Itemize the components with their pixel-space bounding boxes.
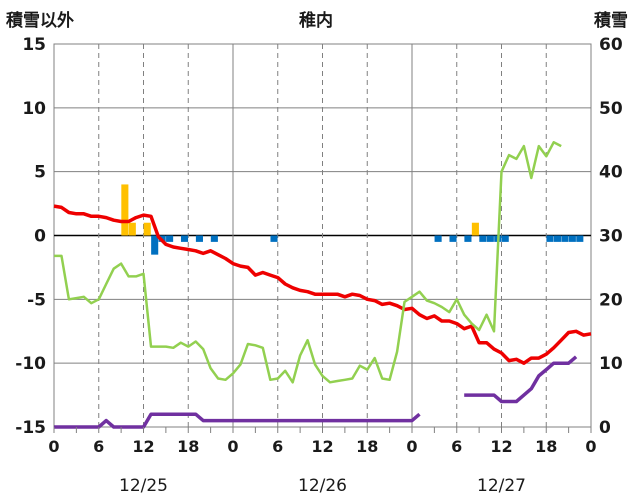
left-tick-label: 15 <box>22 35 46 55</box>
series-line <box>54 412 421 429</box>
bar <box>464 235 472 242</box>
left-tick-label: 10 <box>22 99 46 119</box>
x-tick-label: 0 <box>48 437 59 456</box>
left-tick-label: -5 <box>27 290 46 310</box>
bar <box>210 235 218 242</box>
bar <box>128 222 136 236</box>
left-tick-label: 0 <box>34 227 46 247</box>
right-tick-label: 10 <box>599 354 623 374</box>
chart-title: 稚内 <box>299 10 333 31</box>
x-tick-label: 0 <box>406 437 417 456</box>
x-tick-label: 6 <box>451 437 462 456</box>
series-line <box>53 204 592 365</box>
left-tick-label: -15 <box>15 418 46 438</box>
bar <box>471 222 479 236</box>
bar <box>479 235 487 242</box>
right-tick-label: 0 <box>599 418 611 438</box>
x-tick-label: 6 <box>93 437 104 456</box>
right-axis-title: 積雪 <box>594 10 628 31</box>
series-line <box>54 141 562 384</box>
x-tick-label: 18 <box>356 437 378 456</box>
bar <box>576 235 584 242</box>
date-label: 12/27 <box>477 476 526 496</box>
x-tick-label: 6 <box>272 437 283 456</box>
bars <box>121 184 584 255</box>
x-tick-label: 18 <box>177 437 199 456</box>
left-tick-label: 5 <box>34 163 46 183</box>
left-tick-label: -10 <box>15 354 46 374</box>
x-tick-label: 0 <box>227 437 238 456</box>
bar <box>180 235 189 242</box>
right-tick-label: 40 <box>599 163 623 183</box>
bar <box>486 235 494 242</box>
series-line <box>464 355 578 404</box>
bar <box>121 184 129 236</box>
bar <box>166 235 174 242</box>
x-tick-label: 12 <box>132 437 154 456</box>
x-tick-label: 0 <box>585 437 596 456</box>
bar <box>553 235 561 242</box>
bar <box>195 235 203 242</box>
bar <box>270 235 278 242</box>
right-tick-label: 50 <box>599 99 623 119</box>
bar <box>434 235 442 242</box>
bar <box>501 235 509 242</box>
x-tick-label: 18 <box>535 437 557 456</box>
bar <box>561 235 569 242</box>
grid <box>53 43 592 428</box>
bar <box>449 235 457 242</box>
right-tick-label: 20 <box>599 290 623 310</box>
right-tick-label: 60 <box>599 35 623 55</box>
x-tick-label: 12 <box>311 437 333 456</box>
series-lines <box>53 141 592 429</box>
right-tick-label: 30 <box>599 227 623 247</box>
date-label: 12/25 <box>119 476 168 496</box>
bar <box>143 222 151 236</box>
bar <box>568 235 576 242</box>
x-tick-label: 12 <box>490 437 512 456</box>
left-axis-title: 積雪以外 <box>6 10 74 31</box>
bar <box>151 235 159 255</box>
bar <box>546 235 554 242</box>
date-label: 12/26 <box>298 476 347 496</box>
